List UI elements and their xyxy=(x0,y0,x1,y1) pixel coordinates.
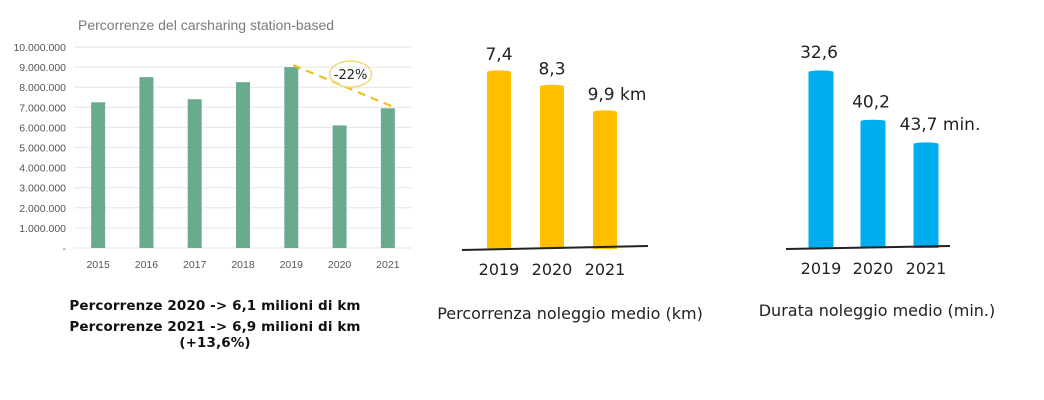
baseline xyxy=(785,245,951,250)
chart1-title: Percorrenze del carsharing station-based xyxy=(78,17,334,33)
note-2021: Percorrenze 2021 -> 6,9 milioni di km (+… xyxy=(69,319,361,351)
data-label: 43,7 min. xyxy=(900,115,981,135)
annotation-label: -22% xyxy=(334,68,368,83)
y-tick-label: 7.000.000 xyxy=(19,102,66,114)
x-tick-label: 2020 xyxy=(328,259,352,271)
x-tick-label: 2020 xyxy=(532,260,573,279)
y-tick-label: 8.000.000 xyxy=(19,82,66,94)
x-tick-label: 2018 xyxy=(231,259,255,271)
y-tick-label: 5.000.000 xyxy=(19,143,66,155)
y-tick-label: 9.000.000 xyxy=(19,62,66,74)
annotation-circle xyxy=(328,60,373,88)
bar-2015 xyxy=(91,102,106,249)
bar-2020 xyxy=(540,86,564,250)
y-tick-label: 10.000.000 xyxy=(13,42,66,54)
data-label: 32,6 xyxy=(800,43,838,63)
bar-2021 xyxy=(380,108,395,249)
y-tick-label: - xyxy=(63,243,67,255)
x-tick-label: 2021 xyxy=(585,260,626,279)
chart3-xlabel: Durata noleggio medio (min.) xyxy=(759,301,996,320)
bar-2020 xyxy=(860,121,886,248)
bar-2020 xyxy=(332,125,347,248)
x-tick-label: 2019 xyxy=(801,259,842,278)
x-tick-label: 2020 xyxy=(853,259,894,278)
bar-2016 xyxy=(139,77,154,249)
data-label: 9,9 km xyxy=(588,85,647,105)
trend-arrow-line xyxy=(292,64,393,108)
x-tick-label: 2019 xyxy=(479,260,520,279)
bar-top-2020 xyxy=(860,119,886,123)
x-tick-label: 2016 xyxy=(135,259,159,271)
bar-2018 xyxy=(236,82,250,248)
bar-2019 xyxy=(284,67,299,248)
bar-top-2019 xyxy=(808,70,834,74)
y-tick-label: 6.000.000 xyxy=(19,122,66,134)
bar-2021 xyxy=(913,144,939,248)
data-label: 8,3 xyxy=(538,59,565,79)
bar-top-2019 xyxy=(487,70,511,74)
data-label: 40,2 xyxy=(852,92,890,112)
data-label: 7,4 xyxy=(485,45,512,65)
x-tick-label: 2017 xyxy=(183,259,207,271)
bar-2021 xyxy=(593,112,617,249)
bar-2019 xyxy=(487,72,511,249)
y-tick-label: 4.000.000 xyxy=(19,163,66,175)
bar-2017 xyxy=(187,99,202,248)
y-tick-label: 2.000.000 xyxy=(19,203,66,215)
x-tick-label: 2021 xyxy=(376,259,400,271)
bar-top-2021 xyxy=(913,142,939,146)
x-tick-label: 2019 xyxy=(280,259,304,271)
chart2-xlabel: Percorrenza noleggio medio (km) xyxy=(437,304,703,323)
y-tick-label: 3.000.000 xyxy=(19,183,66,195)
x-tick-label: 2021 xyxy=(906,259,947,278)
note-2020: Percorrenze 2020 -> 6,1 milioni di km xyxy=(69,298,361,314)
x-tick-label: 2015 xyxy=(86,259,110,271)
bar-top-2020 xyxy=(540,84,564,88)
bar-top-2021 xyxy=(593,110,617,114)
y-tick-label: 1.000.000 xyxy=(19,223,66,235)
bar-2019 xyxy=(808,72,834,248)
baseline xyxy=(461,245,649,251)
